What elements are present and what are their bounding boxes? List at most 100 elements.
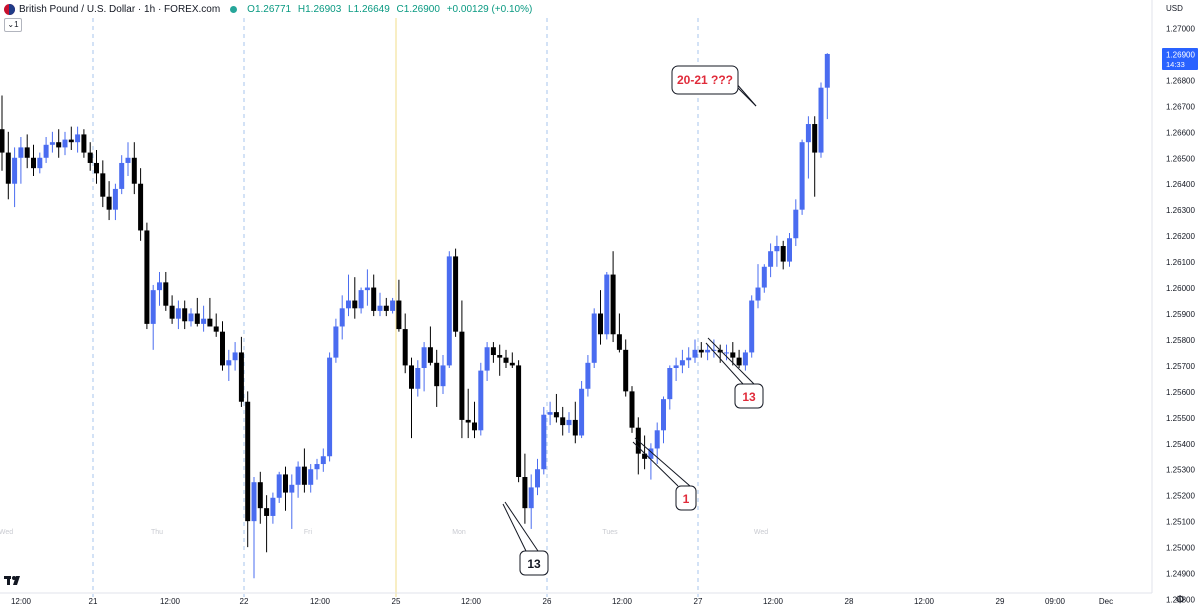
candle-body	[314, 464, 320, 470]
candle-body	[125, 157, 131, 163]
time-tick-label: 12:00	[763, 597, 784, 606]
annotation-1: 1	[632, 437, 697, 511]
annotation-20-21: 20-21 ???	[671, 65, 757, 107]
price-tick-label: 1.25000	[1166, 544, 1195, 553]
candle-body	[421, 347, 427, 369]
high-value: H1.26903	[297, 3, 342, 15]
candle-body	[358, 290, 364, 309]
callout-text: 13	[742, 390, 756, 404]
candle-body	[497, 355, 503, 358]
candle-body	[560, 417, 566, 426]
symbol-header[interactable]: British Pound / U.S. Dollar · 1h · FOREX…	[0, 0, 536, 18]
candle-body	[339, 308, 345, 327]
symbol-title[interactable]: British Pound / U.S. Dollar · 1h · FOREX…	[19, 3, 221, 15]
indicator-toggle-button[interactable]: ⌄1	[4, 18, 22, 32]
candle-body	[774, 246, 780, 252]
price-tick-label: 1.25300	[1166, 466, 1195, 475]
callout-pointer	[502, 503, 527, 552]
price-tick-label: 1.25900	[1166, 310, 1195, 319]
candle-body	[415, 368, 421, 389]
candle-body	[459, 331, 465, 420]
candle-body	[75, 134, 81, 143]
candle-body	[755, 287, 761, 301]
time-axis[interactable]: 12:00 21 12:00 22 12:00 25 12:00 26 12:00 27 12:00…	[0, 592, 1152, 606]
candle-body	[648, 448, 654, 459]
price-tick-label: 1.25800	[1166, 336, 1195, 345]
candle-body	[579, 388, 585, 436]
time-tick-label: 28	[845, 597, 854, 606]
candle-body	[87, 152, 93, 163]
price-tick-label: 1.26100	[1166, 258, 1195, 267]
candle-body	[37, 157, 43, 169]
candle-body	[717, 349, 723, 353]
time-tick-label: 12:00	[461, 597, 482, 606]
candle-body	[251, 482, 257, 522]
candle-body	[591, 313, 597, 363]
candle-body	[730, 352, 736, 358]
candle-body	[163, 282, 169, 306]
callout-pointer	[634, 437, 691, 487]
callout-pointer	[632, 441, 679, 487]
candle-body	[81, 134, 87, 153]
annotations[interactable]: 20-21 ??? 13 1 13	[502, 65, 764, 576]
candle-body	[289, 484, 295, 493]
candle-body	[94, 162, 99, 174]
candle-body	[144, 230, 150, 324]
candle-body	[780, 246, 786, 262]
candle-body	[100, 173, 106, 197]
candle-body	[787, 238, 792, 262]
callout-box	[734, 383, 764, 409]
candle-body	[383, 305, 389, 311]
annotation-13-upper: 13	[705, 337, 764, 409]
price-tick-label: 1.25600	[1166, 388, 1195, 397]
candle-body	[207, 318, 213, 327]
price-tick-label: 1.26400	[1166, 180, 1195, 189]
candle-body	[528, 487, 534, 509]
candle-body	[585, 362, 591, 389]
callout-pointer	[504, 501, 539, 552]
price-axis[interactable]: 1.27000 1.26900 1.26800 1.26700 1.26600 1.265…	[1151, 0, 1198, 605]
day-label: Thu	[151, 529, 163, 536]
callout-box	[671, 65, 739, 95]
candle-body	[131, 157, 137, 184]
candle-body	[396, 300, 402, 330]
candle-body	[724, 352, 729, 354]
price-tick-label: 1.24900	[1166, 570, 1195, 579]
candle-body	[818, 87, 824, 153]
price-tick-label: 1.25200	[1166, 492, 1195, 501]
candle-body	[686, 357, 692, 361]
callout-text: 13	[527, 557, 541, 571]
callout-text: 1	[683, 492, 690, 506]
currency-selector[interactable]: USD	[1166, 4, 1183, 13]
day-label: Wed	[754, 529, 768, 536]
candle-body	[440, 365, 446, 387]
candle-body	[213, 326, 219, 332]
candle-body	[484, 347, 490, 371]
candle-body	[516, 365, 522, 478]
candle-body	[264, 508, 270, 516]
candle-body	[62, 139, 68, 148]
settings-gear-icon[interactable]: ⚙	[1175, 594, 1185, 606]
candle-body	[692, 349, 698, 358]
candle-body	[308, 469, 314, 485]
candle-body	[390, 300, 396, 311]
candle-body	[402, 329, 408, 366]
candle-body	[654, 430, 660, 449]
bar-countdown: 14:33	[1166, 60, 1185, 69]
candle-body	[276, 474, 282, 498]
candle-body	[352, 300, 358, 309]
candle-body	[812, 124, 818, 153]
tradingview-logo[interactable]	[4, 576, 20, 585]
price-tick-label: 1.25400	[1166, 440, 1195, 449]
candle-body	[768, 251, 774, 267]
candle-body	[150, 290, 156, 324]
price-tick-label: 1.25700	[1166, 362, 1195, 371]
candle-body	[661, 399, 666, 431]
candle-body	[31, 157, 36, 169]
annotation-13-lower: 13	[502, 501, 549, 576]
time-tick-label: 12:00	[11, 597, 32, 606]
price-tick-label: 1.26500	[1166, 154, 1195, 163]
time-tick-label: 12:00	[612, 597, 633, 606]
candle-body	[679, 360, 685, 366]
